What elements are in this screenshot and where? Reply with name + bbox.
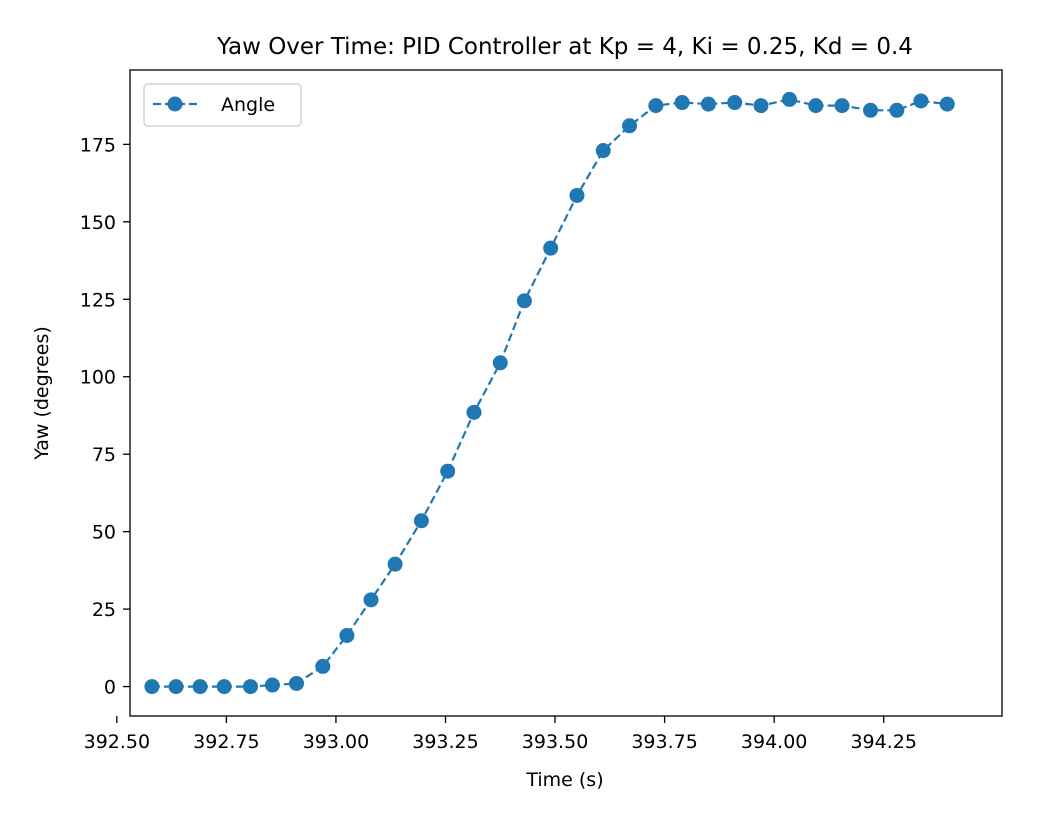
x-tick-label: 393.25 <box>412 731 478 753</box>
data-point <box>192 679 208 695</box>
x-tick-label: 394.25 <box>850 731 916 753</box>
data-point <box>622 118 638 134</box>
x-axis-ticks: 392.50 392.75 393.00 393.25 393.50 393.75 394.… <box>84 716 917 753</box>
x-tick-label: 393.50 <box>522 731 588 753</box>
x-tick-label: 392.50 <box>84 731 150 753</box>
data-point <box>216 679 232 695</box>
data-point <box>753 98 769 114</box>
y-tick-label: 125 <box>80 289 116 311</box>
legend-marker-sample <box>167 96 183 112</box>
x-axis-label: Time (s) <box>525 769 603 791</box>
data-point <box>595 143 611 159</box>
data-point <box>413 513 429 529</box>
data-point <box>315 658 331 674</box>
data-point <box>808 98 824 114</box>
series-layer <box>144 91 955 695</box>
data-point <box>889 102 905 118</box>
data-point <box>863 102 879 118</box>
data-point <box>569 187 585 203</box>
legend-label-angle: Angle <box>221 94 275 116</box>
legend: Angle <box>143 83 302 127</box>
data-point <box>727 95 743 111</box>
y-tick-label: 25 <box>92 599 116 621</box>
data-point <box>387 556 403 572</box>
data-point <box>781 91 797 107</box>
data-point <box>939 96 955 112</box>
series-line-angle <box>151 98 948 688</box>
x-tick-label: 394.00 <box>741 731 807 753</box>
x-tick-label: 393.75 <box>631 731 697 753</box>
data-point <box>363 592 379 608</box>
y-tick-label: 150 <box>80 212 116 234</box>
y-axis-label: Yaw (degrees) <box>31 326 53 461</box>
data-point <box>466 404 482 420</box>
data-point <box>243 679 259 695</box>
data-point <box>913 93 929 109</box>
data-point <box>492 355 508 371</box>
data-point <box>700 96 716 112</box>
data-point <box>144 679 160 695</box>
plot-area-frame <box>129 69 1003 717</box>
data-point <box>648 98 664 114</box>
data-point <box>440 463 456 479</box>
data-point <box>834 98 850 114</box>
data-point <box>674 95 690 111</box>
data-point <box>168 679 184 695</box>
y-tick-label: 75 <box>92 444 116 466</box>
y-tick-label: 50 <box>92 522 116 544</box>
data-point <box>543 240 559 256</box>
x-tick-label: 393.00 <box>303 731 369 753</box>
y-axis-ticks: 0 25 50 75 100 125 150 175 <box>80 134 130 699</box>
y-tick-label: 0 <box>104 677 116 699</box>
chart-title: Yaw Over Time: PID Controller at Kp = 4,… <box>216 34 913 60</box>
y-tick-label: 100 <box>80 367 116 389</box>
data-point <box>516 293 532 309</box>
data-point <box>289 675 305 691</box>
legend-box <box>143 83 302 127</box>
x-tick-label: 392.75 <box>193 731 259 753</box>
y-tick-label: 175 <box>80 134 116 156</box>
data-point <box>264 677 280 693</box>
data-point <box>339 627 355 643</box>
